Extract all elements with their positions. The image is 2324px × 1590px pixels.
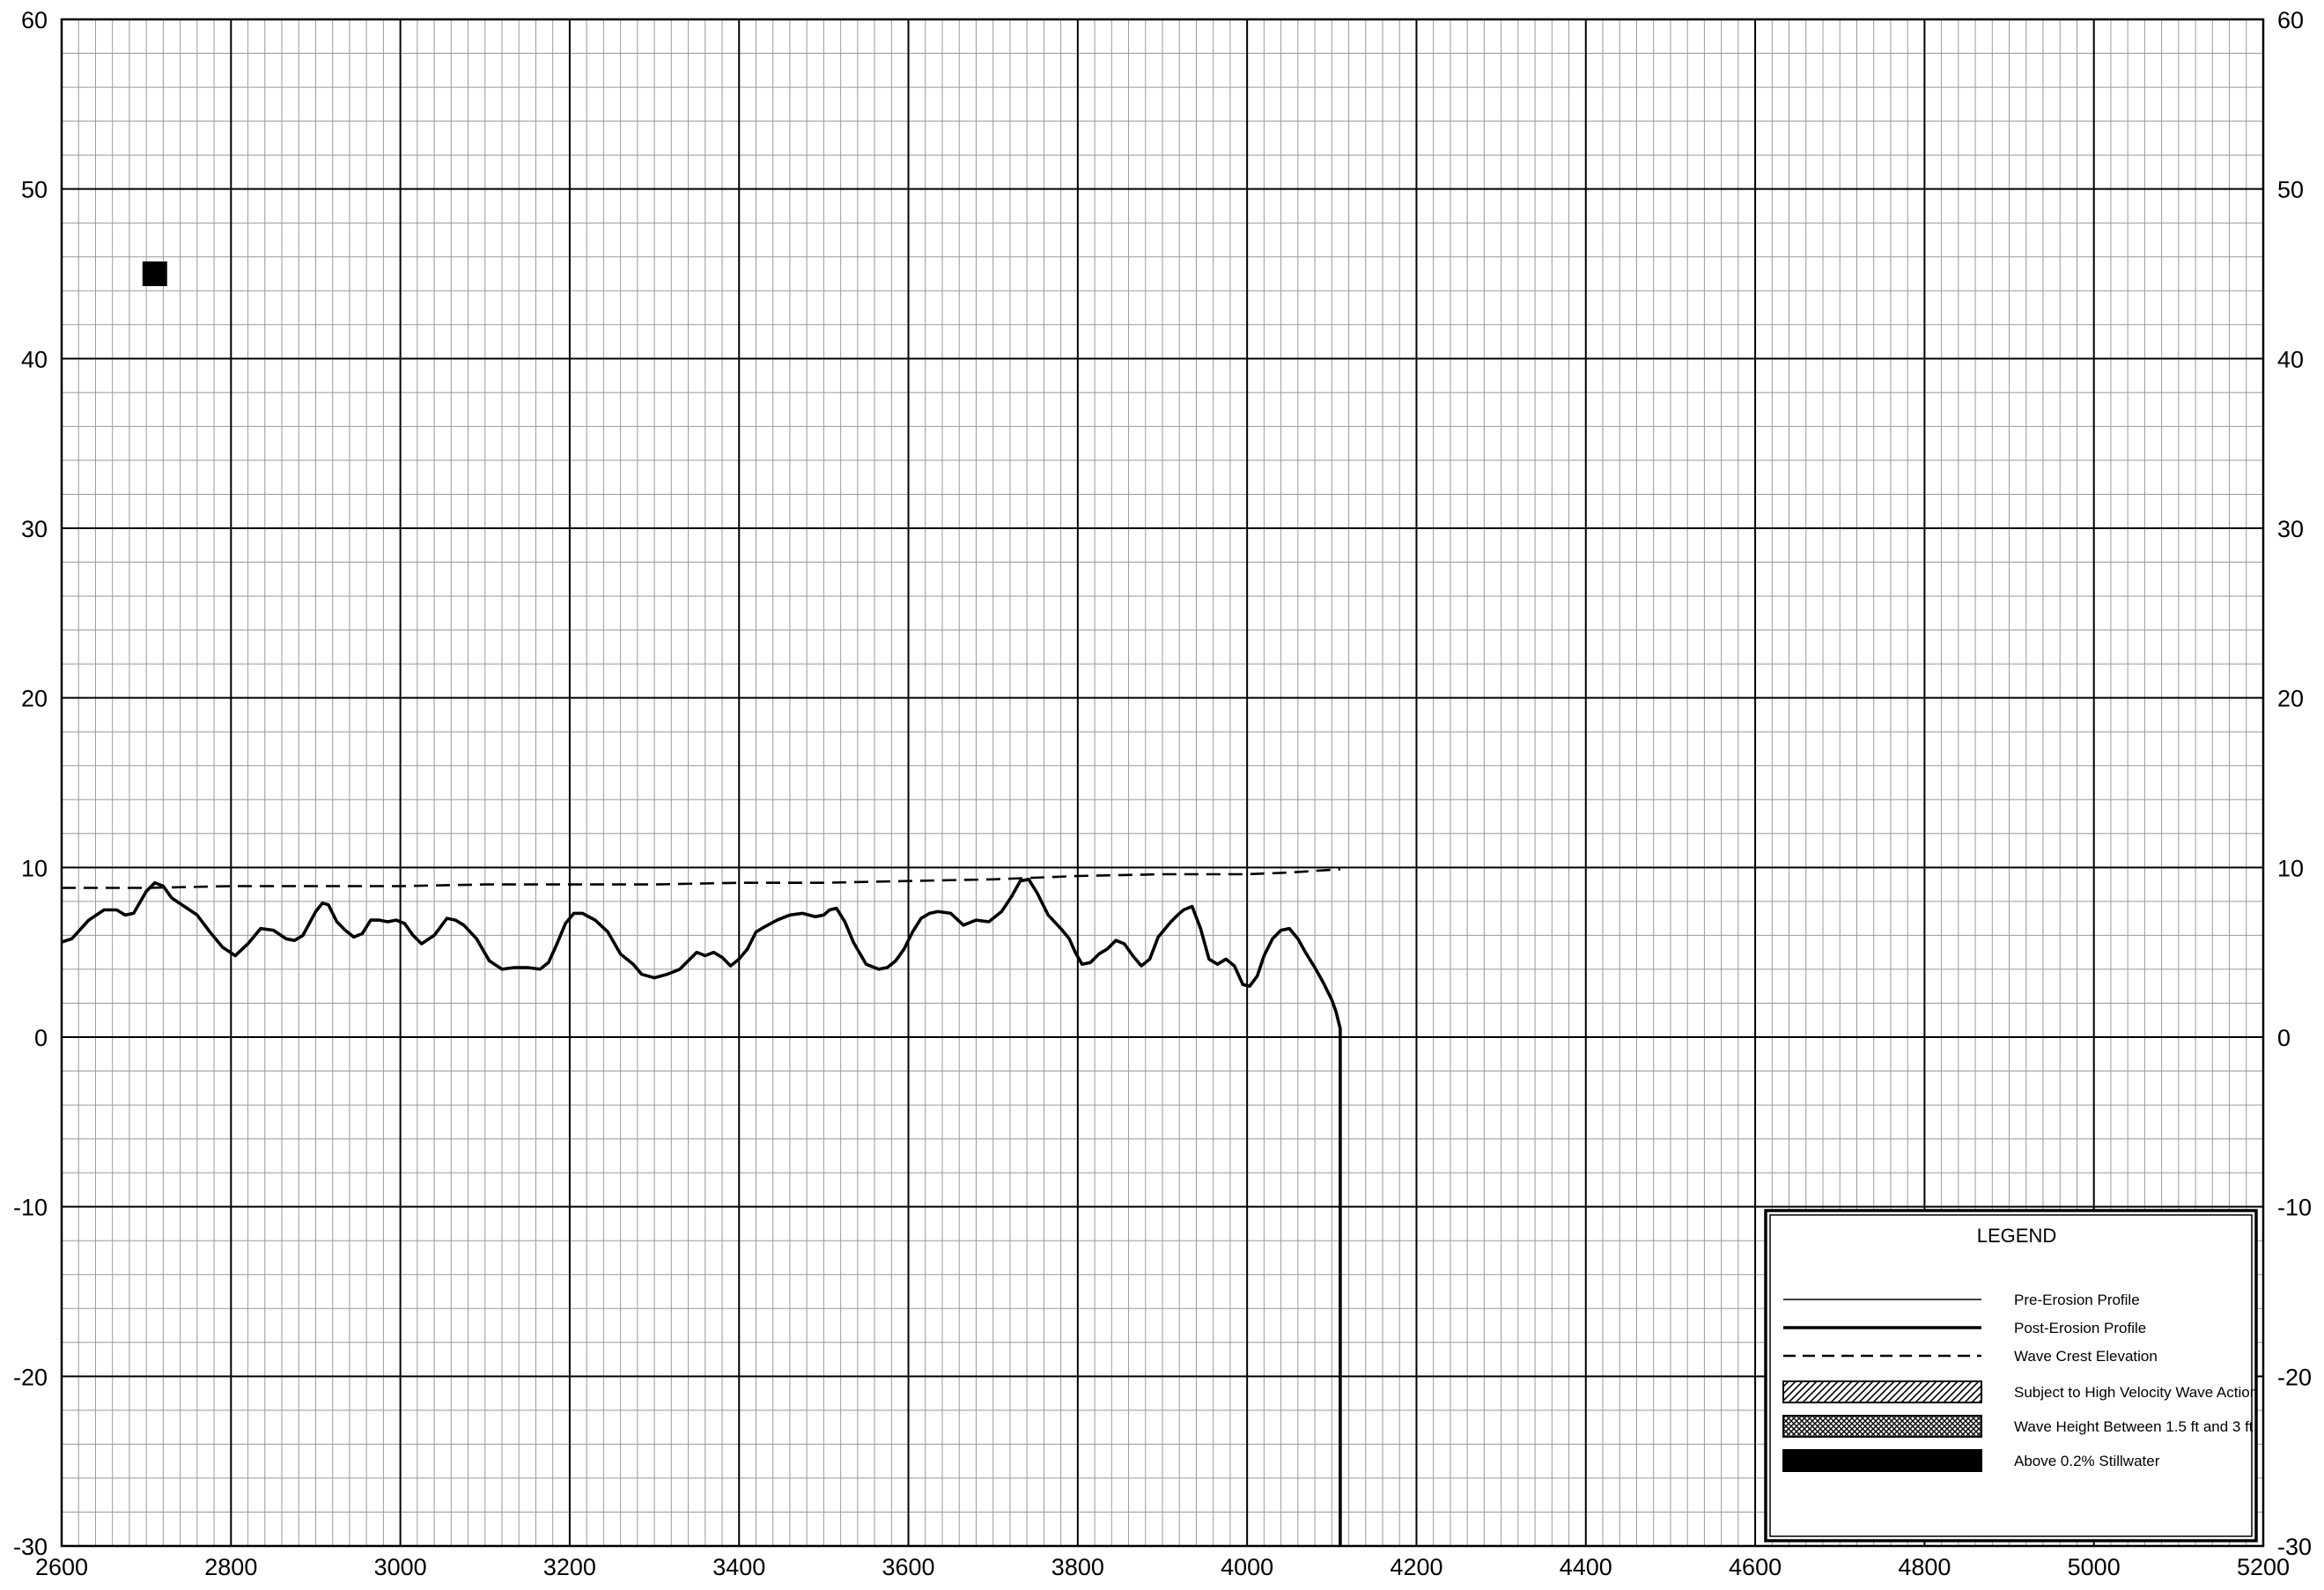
x-tick-label: 4400 — [1560, 1554, 1612, 1580]
legend-background — [1766, 1211, 2256, 1541]
legend-entry-label: Wave Crest Elevation — [2014, 1348, 2158, 1365]
x-tick-label: 5000 — [2068, 1554, 2121, 1580]
legend-entry-label: Above 0.2% Stillwater — [2014, 1453, 2160, 1469]
y-tick-label-right: 10 — [2277, 855, 2304, 881]
legend-entry-label: Wave Height Between 1.5 ft and 3 ft — [2014, 1418, 2254, 1435]
filled-square-marker — [142, 261, 167, 286]
y-tick-label-right: 30 — [2277, 516, 2304, 542]
y-tick-label-right: 50 — [2277, 177, 2304, 203]
y-tick-label-right: 0 — [2277, 1025, 2291, 1051]
y-tick-label-left: -20 — [13, 1364, 48, 1390]
legend-border-inner — [1769, 1214, 2253, 1537]
marker-layer — [142, 261, 167, 286]
y-tick-label-right: 60 — [2277, 7, 2304, 33]
wave-crest-elevation-line — [62, 868, 1340, 889]
x-tick-label: 3000 — [374, 1554, 427, 1580]
y-tick-label-right: -10 — [2277, 1195, 2312, 1221]
y-tick-label-left: 20 — [21, 686, 48, 712]
y-tick-label-left: 10 — [21, 855, 48, 881]
y-tick-label-left: -30 — [13, 1534, 48, 1560]
post-erosion-profile-line — [61, 877, 1342, 1546]
y-tick-label-left: -10 — [13, 1195, 48, 1221]
legend-symbol-fill-solid — [1782, 1449, 1982, 1472]
x-tick-label: 5200 — [2237, 1554, 2290, 1580]
y-tick-label-right: 40 — [2277, 346, 2304, 372]
y-tick-label-left: 40 — [21, 346, 48, 372]
legend-entry-label: Pre-Erosion Profile — [2014, 1292, 2140, 1308]
x-tick-label: 3400 — [712, 1554, 765, 1580]
x-tick-label: 2800 — [204, 1554, 257, 1580]
legend-entry-label: Post-Erosion Profile — [2014, 1320, 2146, 1336]
legend-symbol-hatch-cross — [1782, 1415, 1982, 1438]
x-tick-label: 4800 — [1898, 1554, 1951, 1580]
x-tick-label: 2600 — [35, 1554, 88, 1580]
y-tick-label-left: 50 — [21, 177, 48, 203]
x-tick-label: 3600 — [882, 1554, 934, 1580]
legend: LEGEND Pre-Erosion Profile Post-Erosion Pr… — [1764, 1209, 2258, 1542]
legend-symbol-hatch-diagonal — [1782, 1380, 1982, 1403]
x-tick-label: 4600 — [1729, 1554, 1782, 1580]
y-tick-label-right: -30 — [2277, 1534, 2312, 1560]
y-tick-label-right: 20 — [2277, 686, 2304, 712]
x-tick-label: 4000 — [1221, 1554, 1273, 1580]
x-tick-label: 4200 — [1390, 1554, 1442, 1580]
legend-entry-label: Subject to High Velocity Wave Action — [2014, 1384, 2258, 1401]
x-tick-label: 3200 — [543, 1554, 596, 1580]
y-tick-label-left: 30 — [21, 516, 48, 542]
y-tick-label-left: 0 — [34, 1025, 48, 1051]
y-tick-label-right: -20 — [2277, 1364, 2312, 1390]
legend-title: LEGEND — [1977, 1225, 2056, 1247]
y-tick-label-left: 60 — [21, 7, 48, 33]
x-tick-label: 3800 — [1051, 1554, 1104, 1580]
legend-border-outer — [1764, 1209, 2258, 1542]
plot-frame — [60, 18, 2265, 1548]
series-layer — [61, 868, 1342, 1546]
tick-labels: 2600 2800 3000 3200 3400 3600 3800 4000 4200 4400… — [13, 7, 2312, 1580]
